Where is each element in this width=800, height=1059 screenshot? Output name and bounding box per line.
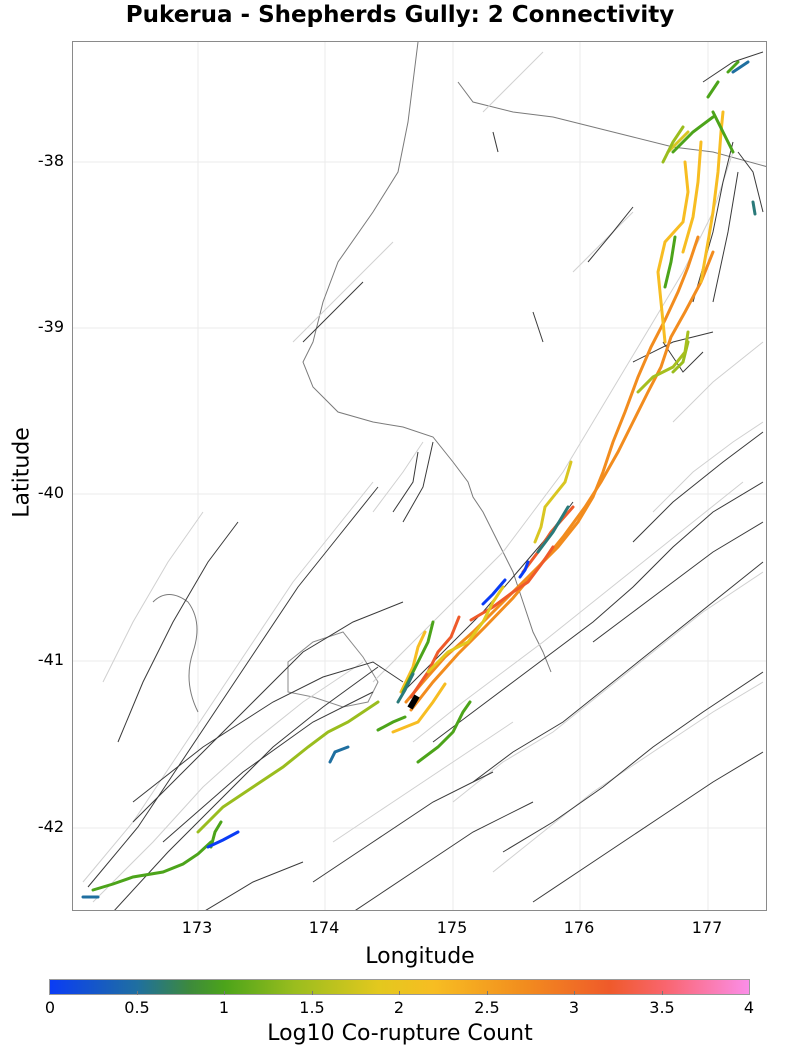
- chart-title: Pukerua - Shepherds Gully: 2 Connectivit…: [125, 2, 675, 28]
- colorbar-tick: 3.5: [649, 998, 675, 1017]
- y-tick: -38: [37, 151, 64, 170]
- colorbar-tick: 2.5: [474, 998, 500, 1017]
- colorbar-tick: 1: [218, 998, 230, 1017]
- x-tick: 174: [308, 918, 340, 937]
- pukerua-shepherds-gully-fault: [407, 694, 420, 710]
- colorbar-tick: 2: [393, 998, 405, 1017]
- x-tick: 177: [691, 918, 723, 937]
- colorbar-tick: 4: [743, 998, 755, 1017]
- gridlines: [73, 42, 766, 910]
- map-plot-area: [72, 41, 767, 911]
- y-tick: -42: [37, 817, 64, 836]
- fault-traces: [87, 51, 764, 910]
- coastline: [152, 42, 766, 713]
- colorbar-tick: 0: [44, 998, 56, 1017]
- y-axis-label: Latitude: [9, 427, 35, 518]
- fault-surface-polygons: [82, 51, 764, 903]
- x-tick: 173: [181, 918, 213, 937]
- colorbar-tick: 1.5: [299, 998, 325, 1017]
- y-tick: -39: [37, 317, 64, 336]
- colorbar-label: Log10 Co-rupture Count: [267, 1021, 533, 1046]
- x-tick: 176: [563, 918, 595, 937]
- colorbar-tick: 3: [568, 998, 580, 1017]
- y-tick: -40: [37, 483, 64, 502]
- fault-map-svg: [73, 42, 766, 910]
- x-tick: 175: [436, 918, 468, 937]
- corupture-segments: [81, 60, 757, 899]
- colorbar-tick: 0.5: [124, 998, 150, 1017]
- x-axis-label: Longitude: [365, 944, 475, 969]
- y-tick: -41: [37, 650, 64, 669]
